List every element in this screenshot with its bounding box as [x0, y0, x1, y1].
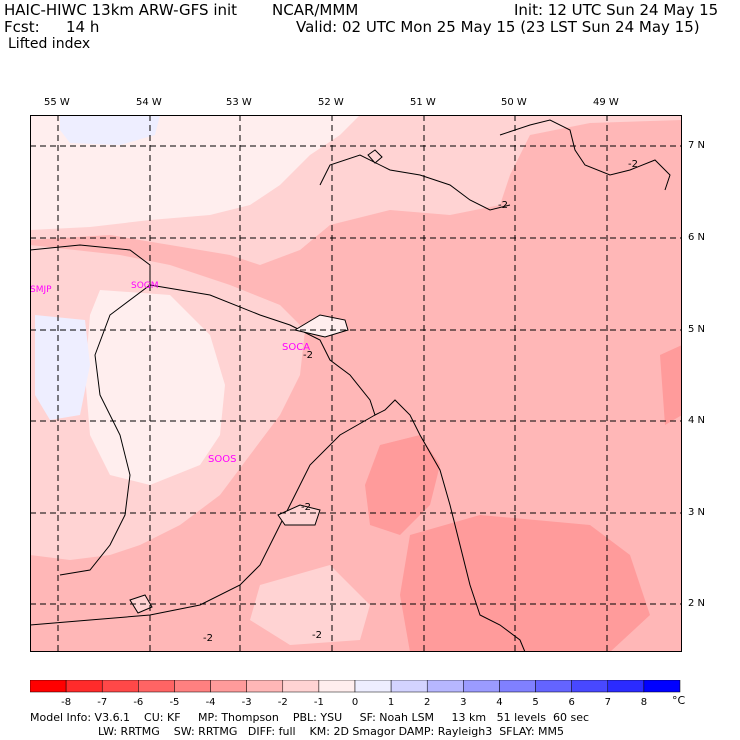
lon-label: 54 W [136, 97, 162, 108]
field-name: Lifted index [8, 36, 91, 52]
field-strong-south [400, 515, 650, 652]
lat-label: 4 N [688, 415, 706, 426]
lon-label: 50 W [501, 97, 527, 108]
colorbar-tick: -1 [314, 697, 324, 708]
contour-island [293, 314, 349, 338]
lat-label: 3 N [688, 507, 706, 518]
lon-label: 55 W [44, 97, 70, 108]
lat-lon-grid [30, 115, 682, 652]
forecast-hour: 14 h [66, 18, 100, 36]
colorbar-tick: -5 [169, 697, 179, 708]
colorbar-tick: 0 [352, 697, 358, 708]
colorbar-tick: -6 [133, 697, 143, 708]
model-title: HAIC-HIWC 13km ARW-GFS init [4, 1, 238, 19]
field-light-south [250, 565, 370, 645]
colorbar-cell [643, 680, 681, 693]
contour-line [319, 154, 511, 211]
colorbar-tick: 5 [532, 697, 538, 708]
colorbar-unit: °C [672, 694, 686, 707]
contour-island [367, 149, 383, 164]
org-label: NCAR/MMM [272, 1, 359, 19]
colorbar-tick: 1 [388, 697, 394, 708]
field-strong-east [660, 345, 682, 425]
field-blue-west [35, 315, 90, 420]
colorbar-cell [463, 680, 500, 693]
station-label: SOOS [208, 454, 236, 465]
colorbar-cell [138, 680, 175, 693]
valid-time: Valid: 02 UTC Mon 25 May 15 (23 LST Sun … [296, 18, 700, 36]
contour-label: -2 [312, 630, 322, 641]
border-line-south [30, 414, 376, 626]
lat-label: 5 N [688, 324, 706, 335]
colorbar-cell [318, 680, 356, 693]
colorbar: -8 -7 -6 -5 -4 -3 -2 -1 0 1 2 3 4 5 6 7 8 [30, 680, 681, 708]
colorbar-tick: -8 [61, 697, 71, 708]
field-strong-center [365, 435, 440, 535]
station-label: SMJP [30, 285, 52, 295]
contour-island [277, 504, 321, 526]
colorbar-cell [571, 680, 609, 693]
field-blue-top [60, 115, 160, 145]
forecast-label: Fcst: [4, 18, 40, 36]
lon-label: 53 W [226, 97, 252, 108]
station-label: SOGM [131, 281, 159, 291]
contour-label: -2 [203, 633, 213, 644]
lat-label: 6 N [688, 232, 706, 243]
station-label: SOCA [282, 342, 310, 353]
contour-label: -2 [301, 502, 311, 513]
colorbar-tick: 2 [424, 697, 430, 708]
colorbar-tick: 7 [605, 697, 611, 708]
lat-label: 7 N [688, 140, 706, 151]
physics-info: LW: RRTMG SW: RRTMG DIFF: full KM: 2D Sm… [98, 725, 564, 738]
colorbar-tick: 3 [460, 697, 466, 708]
colorbar-cell [101, 680, 139, 693]
colorbar-cell [390, 680, 428, 693]
colorbar-cell [535, 680, 572, 693]
colorbar-cell [282, 680, 320, 693]
colorbar-tick: 8 [641, 697, 647, 708]
colorbar-cell [354, 680, 392, 693]
colorbar-cell [607, 680, 645, 693]
colorbar-tick: 4 [496, 697, 502, 708]
colorbar-cell [174, 680, 211, 693]
colorbar-cell [65, 680, 103, 693]
map-frame [30, 115, 682, 652]
lifted-index-map: -2 -2 -2 -2 -2 -2 SMJP SOGM SOCA SOOS [30, 115, 682, 652]
contour-line [499, 119, 671, 191]
colorbar-tick: -4 [206, 697, 216, 708]
colorbar-cell [499, 680, 536, 693]
colorbar-cell [246, 680, 284, 693]
model-info: Model Info: V3.6.1 CU: KF MP: Thompson P… [30, 711, 590, 724]
colorbar-tick: 6 [568, 697, 574, 708]
colorbar-tick: -3 [242, 697, 252, 708]
init-time: Init: 12 UTC Sun 24 May 15 [514, 1, 719, 19]
lat-label: 2 N [688, 598, 706, 609]
colorbar-cell [210, 680, 247, 693]
colorbar-tick: -7 [97, 697, 107, 708]
contour-label: -2 [303, 350, 313, 361]
lon-label: 51 W [410, 97, 436, 108]
colorbar-cell [426, 680, 464, 693]
lon-label: 49 W [593, 97, 619, 108]
border-line [30, 244, 151, 576]
colorbar-cell [30, 680, 67, 693]
contour-label: -2 [628, 159, 638, 170]
colorbar-tick: -2 [278, 697, 288, 708]
contour-label: -2 [498, 200, 508, 211]
lon-label: 52 W [318, 97, 344, 108]
